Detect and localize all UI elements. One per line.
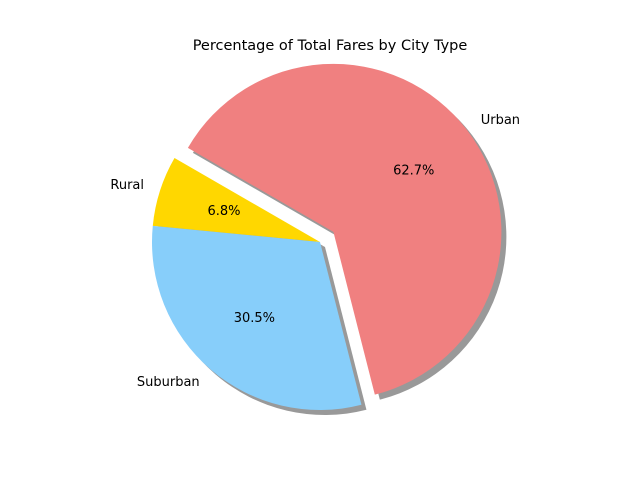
pie-category-label-suburban: Suburban bbox=[137, 375, 200, 390]
pie-pct-label-rural: 6.8% bbox=[207, 204, 240, 219]
chart-title: Percentage of Total Fares by City Type bbox=[193, 38, 468, 54]
pie-category-label-rural: Rural bbox=[110, 178, 144, 193]
pie-pct-label-urban: 62.7% bbox=[393, 163, 434, 178]
pie-slice-rural bbox=[152, 158, 320, 242]
slice-layer bbox=[152, 63, 502, 410]
pie-category-label-urban: Urban bbox=[481, 113, 520, 128]
label-layer: 6.8% Rural 30.5% Suburban 62.7% Urban bbox=[110, 113, 520, 390]
pie-pct-label-suburban: 30.5% bbox=[234, 311, 275, 326]
pie-slice-suburban bbox=[152, 225, 362, 410]
pie-slice-urban bbox=[187, 63, 502, 395]
